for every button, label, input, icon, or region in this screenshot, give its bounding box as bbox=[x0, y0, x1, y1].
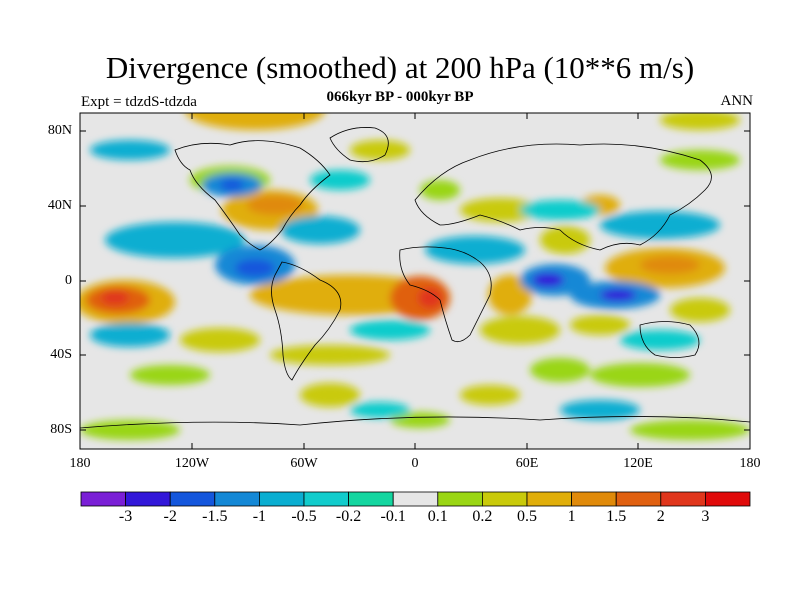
colorbar-label: -1.5 bbox=[202, 508, 228, 525]
y-tick-label: 40N bbox=[47, 198, 72, 213]
colorbar-swatch bbox=[481, 491, 528, 507]
colorbar-swatch bbox=[437, 491, 483, 507]
colorbar-swatch bbox=[303, 491, 349, 507]
y-tick-label: 40S bbox=[50, 347, 72, 362]
map-subtitle: 066kyr BP - 000kyr BP bbox=[326, 89, 474, 105]
colorbar-swatch bbox=[571, 491, 617, 507]
colorbar-swatch bbox=[214, 491, 260, 507]
colorbar-swatch bbox=[705, 491, 751, 507]
colorbar-label: 1 bbox=[567, 508, 576, 525]
colorbar-label: 2 bbox=[656, 508, 665, 525]
colorbar-label: -0.1 bbox=[380, 508, 406, 525]
x-tick-label: 120E bbox=[623, 456, 653, 471]
colorbar bbox=[80, 491, 751, 507]
colorbar-swatch bbox=[125, 491, 171, 507]
colorbar-swatch bbox=[615, 491, 662, 507]
colorbar-label: 0.2 bbox=[472, 508, 493, 525]
colorbar-label: -1 bbox=[252, 508, 267, 525]
colorbar-label: -2 bbox=[163, 508, 177, 525]
colorbar-swatch bbox=[80, 491, 126, 507]
colorbar-swatch bbox=[526, 491, 572, 507]
y-tick-label: 80S bbox=[50, 422, 72, 437]
x-tick-label: 180 bbox=[739, 456, 761, 471]
colorbar-label: 0.5 bbox=[517, 508, 537, 525]
colorbar-swatch bbox=[392, 491, 439, 507]
axis-ticks bbox=[80, 113, 750, 449]
x-tick-label: 120W bbox=[174, 456, 210, 471]
colorbar-swatch bbox=[169, 491, 216, 507]
colorbar-swatch bbox=[348, 491, 394, 507]
colorbar-label: 1.5 bbox=[606, 508, 627, 525]
colorbar-label: 0.1 bbox=[427, 508, 448, 525]
colorbar-swatch bbox=[258, 491, 305, 507]
colorbar-label: -3 bbox=[118, 508, 133, 525]
y-tick-label: 0 bbox=[65, 273, 72, 288]
coastlines bbox=[80, 127, 750, 429]
map-title: Divergence (smoothed) at 200 hPa (10**6 … bbox=[105, 50, 695, 85]
x-tick-label: 60E bbox=[515, 456, 539, 471]
experiment-label: Expt = tdzdS-tdzda bbox=[81, 94, 197, 110]
contour-blobs bbox=[80, 113, 750, 440]
divergence-field bbox=[80, 113, 750, 449]
x-tick-label: 180 bbox=[69, 456, 91, 471]
colorbar-label: -0.2 bbox=[335, 508, 362, 525]
season-label: ANN bbox=[720, 93, 754, 109]
x-tick-label: 0 bbox=[411, 456, 419, 471]
y-tick-label: 80N bbox=[47, 123, 72, 138]
colorbar-label: 3 bbox=[701, 508, 710, 525]
colorbar-label: -0.5 bbox=[291, 508, 317, 525]
x-tick-label: 60W bbox=[290, 456, 318, 471]
colorbar-swatch bbox=[660, 491, 706, 507]
